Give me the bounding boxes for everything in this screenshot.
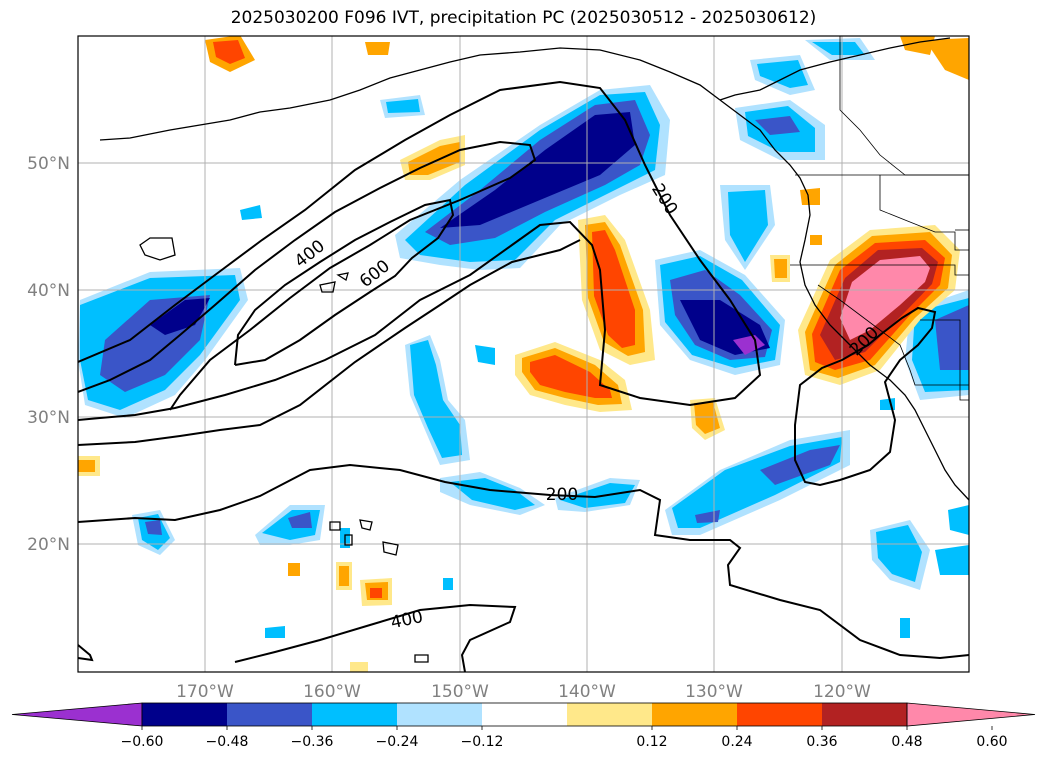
- longitude-labels: 170°W 160°W 150°W 140°W 130°W 120°W: [176, 682, 871, 702]
- colorbar-bin: [397, 703, 482, 726]
- lon-label-170w: 170°W: [176, 682, 234, 702]
- lon-label-130w: 130°W: [685, 682, 743, 702]
- lat-label-40n: 40°N: [27, 281, 70, 301]
- colorbar-tick-label: −0.60: [121, 734, 164, 750]
- lat-label-30n: 30°N: [27, 408, 70, 428]
- colorbar-extend-max: [906, 702, 1036, 727]
- map-title: 2025030200 F096 IVT, precipitation PC (2…: [230, 8, 817, 28]
- negative-precip-shading: [78, 38, 969, 638]
- colorbar-tick-label: −0.36: [291, 734, 334, 750]
- map-frame: [77, 35, 970, 673]
- latitude-labels: 50°N 40°N 30°N 20°N: [27, 154, 70, 555]
- contour-label: 200: [546, 485, 578, 505]
- lon-label-120w: 120°W: [813, 682, 871, 702]
- colorbar-bin: [482, 703, 567, 726]
- colorbar-tick-label: −0.12: [461, 734, 504, 750]
- colorbar-extend-min: [11, 702, 143, 727]
- colorbar-tick-label: 0.48: [891, 734, 922, 750]
- colorbar-bin: [567, 703, 652, 726]
- coastlines: [99, 37, 969, 663]
- lon-label-150w: 150°W: [431, 682, 489, 702]
- colorbar-tick-label: 0.36: [806, 734, 837, 750]
- colorbar-bin: [737, 703, 822, 726]
- lon-label-160w: 160°W: [303, 682, 361, 702]
- colorbar-tick-label: 0.24: [721, 734, 752, 750]
- colorbar-bin: [652, 703, 737, 726]
- colorbar-tick-label: −0.48: [206, 734, 249, 750]
- colorbar-bin: [142, 703, 227, 726]
- lon-label-140w: 140°W: [558, 682, 616, 702]
- colorbar-bin: [822, 703, 907, 726]
- lat-label-20n: 20°N: [27, 535, 70, 555]
- political-borders: [790, 36, 969, 401]
- colorbar-bin: [227, 703, 312, 726]
- lat-label-50n: 50°N: [27, 154, 70, 174]
- graticule: [78, 36, 969, 672]
- colorbar-tick-label: −0.24: [376, 734, 419, 750]
- colorbar-outline: [141, 702, 908, 727]
- colorbar-bin: [312, 703, 397, 726]
- ivt-contours: [78, 80, 969, 672]
- colorbar-tick-label: 0.60: [976, 734, 1007, 750]
- colorbar-tick-label: 0.12: [636, 734, 667, 750]
- colorbar: −0.60 −0.48 −0.36 −0.24 −0.12 0.12 0.24 0.36 0.4…: [11, 702, 1036, 750]
- map-panel: [78, 36, 969, 672]
